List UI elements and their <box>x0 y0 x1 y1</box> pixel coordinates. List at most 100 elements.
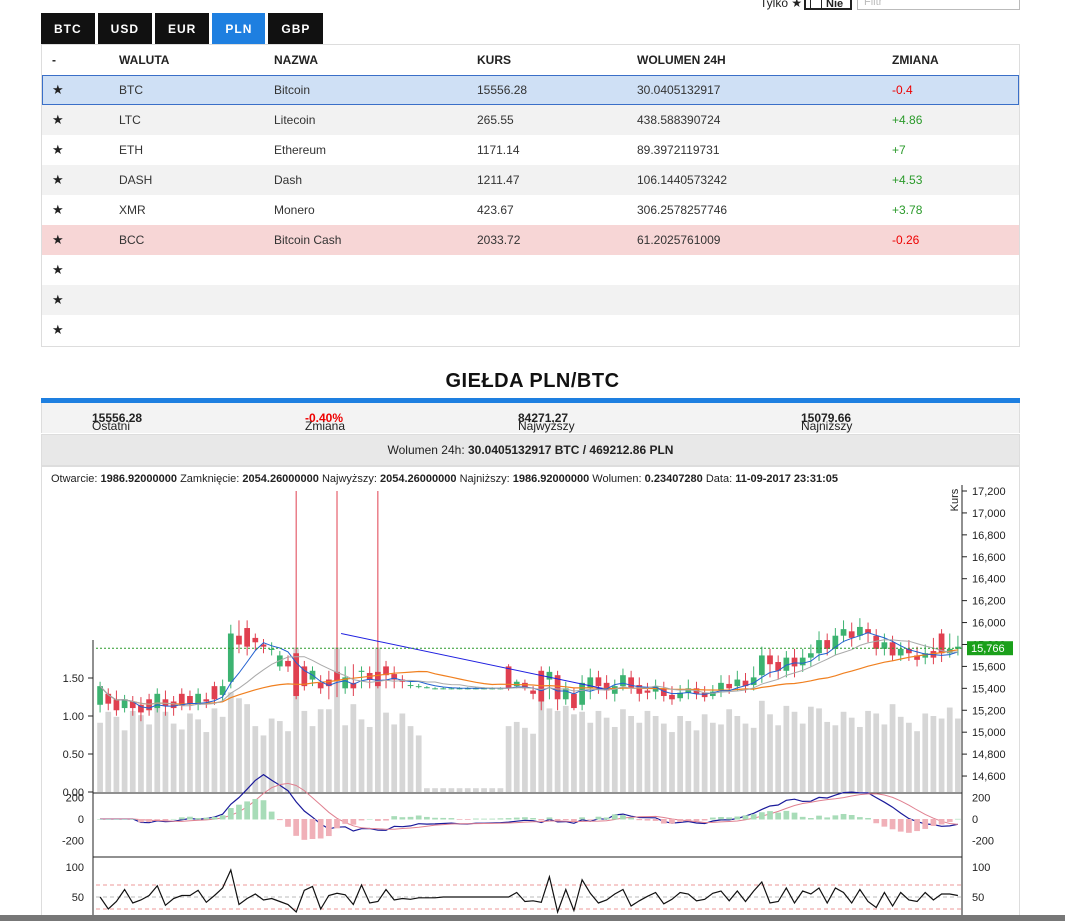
tab-usd[interactable]: USD <box>97 13 153 45</box>
title-divider <box>41 398 1020 403</box>
macd-histogram-bar <box>587 819 594 820</box>
star-icon[interactable]: ★ <box>52 172 64 187</box>
volume-bar <box>342 725 349 792</box>
star-icon[interactable]: ★ <box>52 202 64 217</box>
macd-histogram-bar <box>955 818 961 820</box>
macd-histogram-bar <box>644 819 651 821</box>
table-row[interactable]: ★ ETH Ethereum 1171.14 89.3972119731 +7 <box>42 135 1019 165</box>
macd-histogram-bar <box>848 815 855 820</box>
rsi-tick-label-right: 50 <box>972 892 984 904</box>
volume-bar <box>113 716 120 792</box>
macd-histogram-bar <box>154 819 161 820</box>
macd-histogram-bar <box>325 819 332 837</box>
filter-input[interactable]: Filtr <box>857 0 1020 10</box>
tab-eur[interactable]: EUR <box>155 13 210 45</box>
macd-histogram-bar <box>481 818 487 820</box>
star-icon[interactable]: ★ <box>52 112 64 127</box>
macd-line <box>100 773 959 832</box>
table-row[interactable]: ★ BCC Bitcoin Cash 2033.72 61.2025761009 -0.2… <box>42 225 1019 255</box>
macd-histogram-bar <box>138 819 144 823</box>
column-header[interactable]: WOLUMEN 24H <box>637 53 726 67</box>
tab-gbp[interactable]: GBP <box>268 13 324 45</box>
tab-pln[interactable]: PLN <box>212 13 266 45</box>
favorite-cell: ★ <box>42 225 119 255</box>
table-row[interactable]: ★ DASH Dash 1211.47 106.1440573242 +4.53 <box>42 165 1019 195</box>
table-row[interactable]: ★ LTC Litecoin 265.55 438.588390724 +4.86 <box>42 105 1019 135</box>
macd-histogram-bar <box>252 798 259 820</box>
macd-histogram-bar <box>415 815 422 820</box>
macd-histogram-bar <box>693 819 700 821</box>
candle-body <box>742 680 749 687</box>
macd-histogram-bar <box>146 819 152 823</box>
macd-histogram-bar <box>865 817 871 820</box>
volume-bar <box>432 788 438 792</box>
volume-bar <box>881 724 888 792</box>
star-icon[interactable]: ★ <box>52 82 64 97</box>
macd-histogram-bar <box>293 819 300 836</box>
currency-name-cell: Litecoin <box>274 105 477 135</box>
table-row[interactable]: ★ BTC Bitcoin 15556.28 30.0405132917 -0.4 <box>42 75 1019 105</box>
candle-body <box>595 677 602 687</box>
candle-body <box>522 682 528 689</box>
star-icon[interactable]: ★ <box>52 142 64 157</box>
candle-body <box>587 677 594 689</box>
currency-code-cell: DASH <box>119 165 274 195</box>
table-row[interactable]: ★ <box>42 285 1019 315</box>
macd-histogram-bar <box>530 818 536 820</box>
candle-body <box>685 688 692 693</box>
macd-histogram-bar <box>432 817 438 820</box>
column-header[interactable]: ZMIANA <box>892 53 939 67</box>
candle-body <box>325 679 332 687</box>
macd-tick-label-right: 200 <box>972 792 990 804</box>
volume-bar <box>374 647 381 792</box>
volume-bar <box>914 731 920 792</box>
macd-histogram-bar <box>317 819 324 839</box>
candle-body <box>178 693 185 706</box>
candle-body <box>701 692 708 698</box>
table-row[interactable]: ★ XMR Monero 423.67 306.2578257746 +3.78 <box>42 195 1019 225</box>
macd-histogram-bar <box>554 819 561 821</box>
column-header[interactable]: - <box>52 53 56 67</box>
volume-bar <box>865 710 871 792</box>
volume-bar <box>579 711 585 792</box>
column-header[interactable]: NAZWA <box>274 53 318 67</box>
volume-bar <box>276 721 283 792</box>
macd-histogram-bar <box>669 819 675 824</box>
table-row[interactable]: ★ <box>42 315 1019 345</box>
column-header[interactable]: KURS <box>477 53 512 67</box>
candle-body <box>530 690 536 694</box>
favorite-cell: ★ <box>42 135 119 165</box>
table-row[interactable]: ★ <box>42 255 1019 285</box>
macd-histogram-bar <box>383 819 389 821</box>
only-favorites-toggle[interactable]: Nie <box>804 0 852 10</box>
star-icon[interactable]: ★ <box>52 292 64 307</box>
horizontal-scrollbar[interactable] <box>0 915 1065 921</box>
star-icon[interactable]: ★ <box>52 322 64 337</box>
macd-histogram-bar <box>562 819 569 821</box>
macd-histogram-bar <box>611 814 618 820</box>
candle-body <box>293 653 300 697</box>
candle-body <box>195 693 201 705</box>
macd-histogram-bar <box>236 804 242 820</box>
macd-histogram-bar <box>244 801 251 820</box>
favorite-cell: ★ <box>42 195 119 225</box>
volume-cell: 306.2578257746 <box>637 203 728 217</box>
star-icon[interactable]: ★ <box>52 232 64 247</box>
rate-cell: 1171.14 <box>477 143 520 157</box>
volume-bar <box>873 713 880 792</box>
tab-btc[interactable]: BTC <box>41 13 95 45</box>
volume-bar <box>138 715 144 792</box>
macd-histogram-bar <box>407 816 414 820</box>
volume-bar <box>325 709 332 792</box>
volume-bar <box>767 714 773 792</box>
column-header[interactable]: WALUTA <box>119 53 170 67</box>
rate-cell <box>477 285 637 315</box>
price-tick-label: 14,600 <box>972 771 1006 783</box>
macd-tick-label: 0 <box>78 814 84 826</box>
candle-body <box>906 648 912 654</box>
currency-code-cell: XMR <box>119 203 146 217</box>
candle-body <box>758 655 765 676</box>
star-icon[interactable]: ★ <box>52 262 64 277</box>
currency-code-cell: LTC <box>119 105 274 135</box>
